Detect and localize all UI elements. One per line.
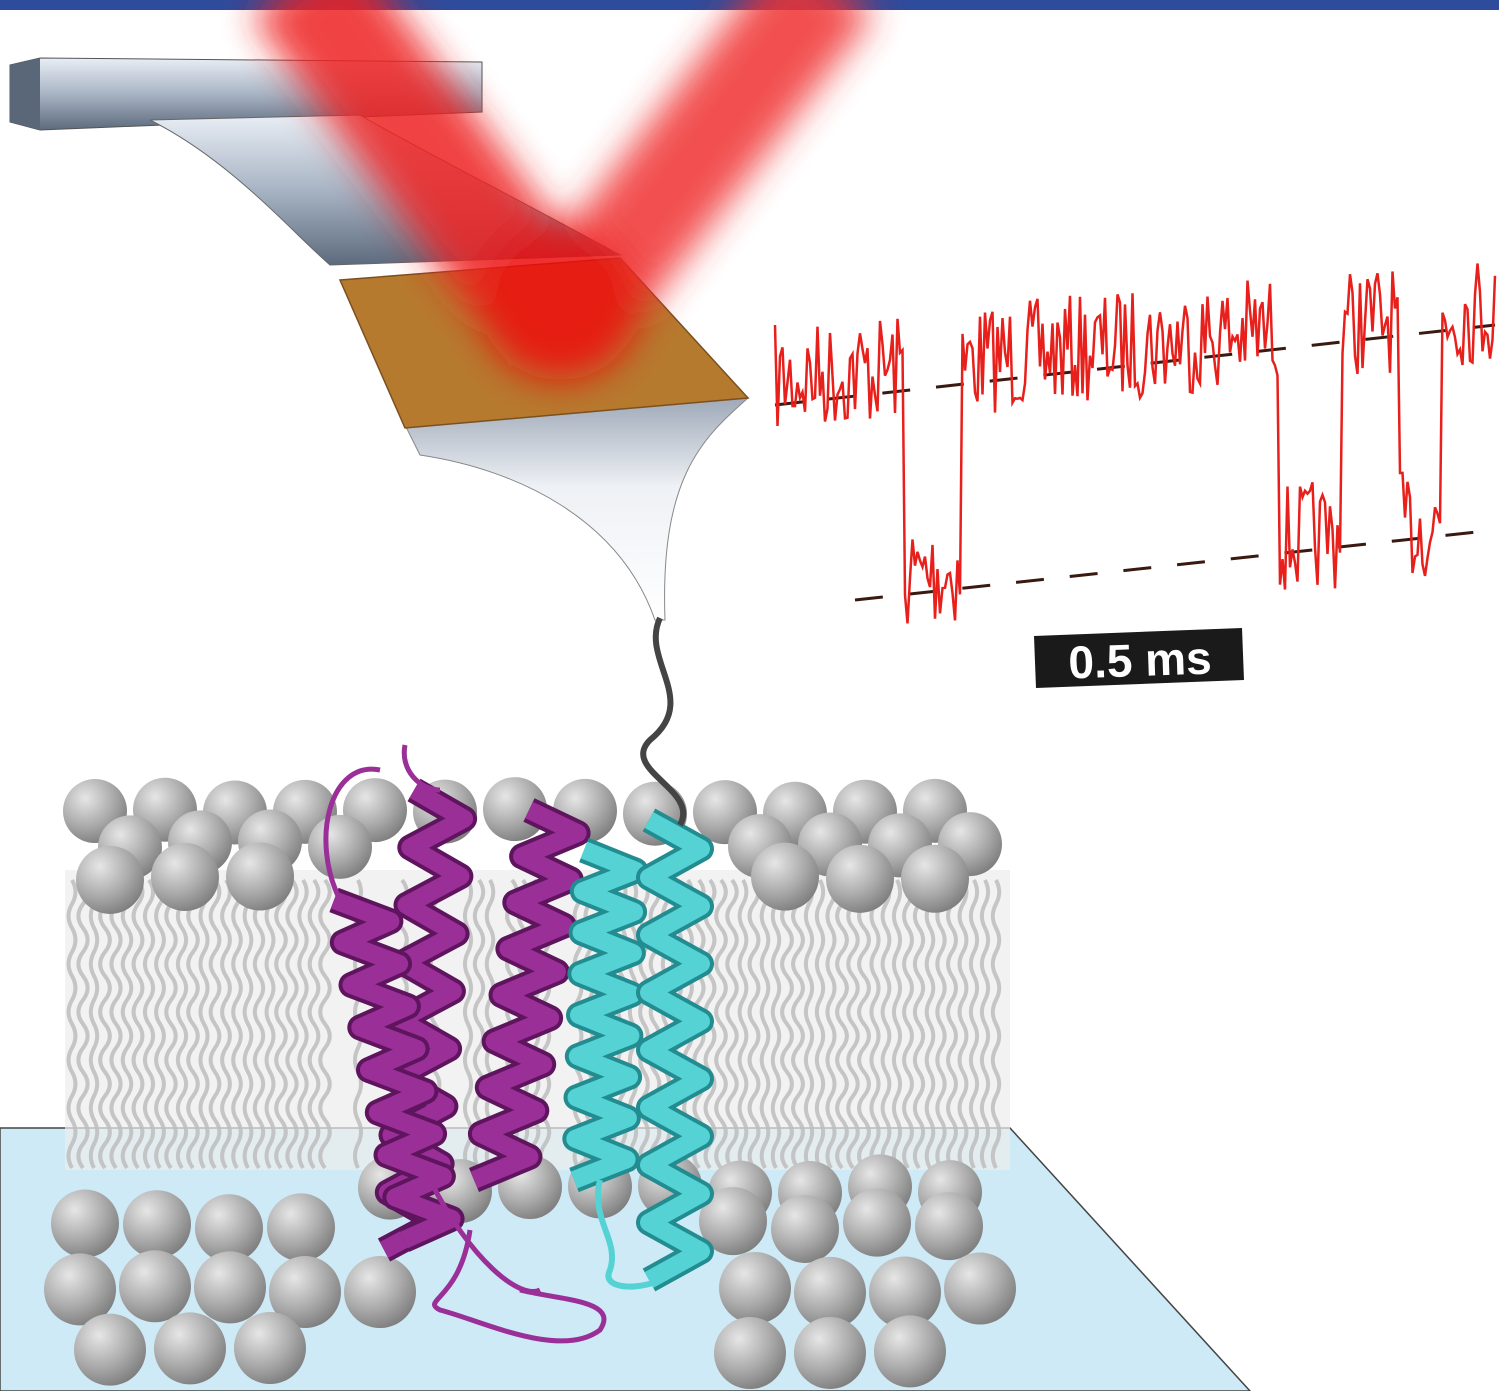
lipid-head <box>226 843 294 911</box>
lipid-head <box>194 1251 266 1323</box>
lipid-head <box>901 845 969 913</box>
lipid-head <box>915 1192 983 1260</box>
lipid-head <box>771 1195 839 1263</box>
lipid-head <box>719 1252 791 1324</box>
scale-label: 0.5 ms <box>1068 632 1213 689</box>
lipid-head <box>267 1193 335 1261</box>
lipid-head <box>76 846 144 914</box>
lipid-head <box>751 843 819 911</box>
lipid-head <box>874 1315 946 1387</box>
lipid-head <box>151 843 219 911</box>
lipid-head <box>944 1253 1016 1325</box>
lipid-head <box>51 1190 119 1258</box>
lipid-head <box>794 1317 866 1389</box>
scale-bar: 0.5 ms <box>1034 628 1244 688</box>
lipid-head <box>826 845 894 913</box>
lipid-head <box>74 1314 146 1386</box>
lipid-head <box>154 1312 226 1384</box>
lipid-head <box>123 1190 191 1258</box>
illustration: 0.5 ms <box>0 0 1499 1391</box>
lipid-head <box>344 1256 416 1328</box>
lipid-head <box>714 1317 786 1389</box>
lipid-head <box>843 1189 911 1257</box>
lipid-head <box>308 815 372 879</box>
lipid-head <box>234 1312 306 1384</box>
lipid-head <box>119 1250 191 1322</box>
